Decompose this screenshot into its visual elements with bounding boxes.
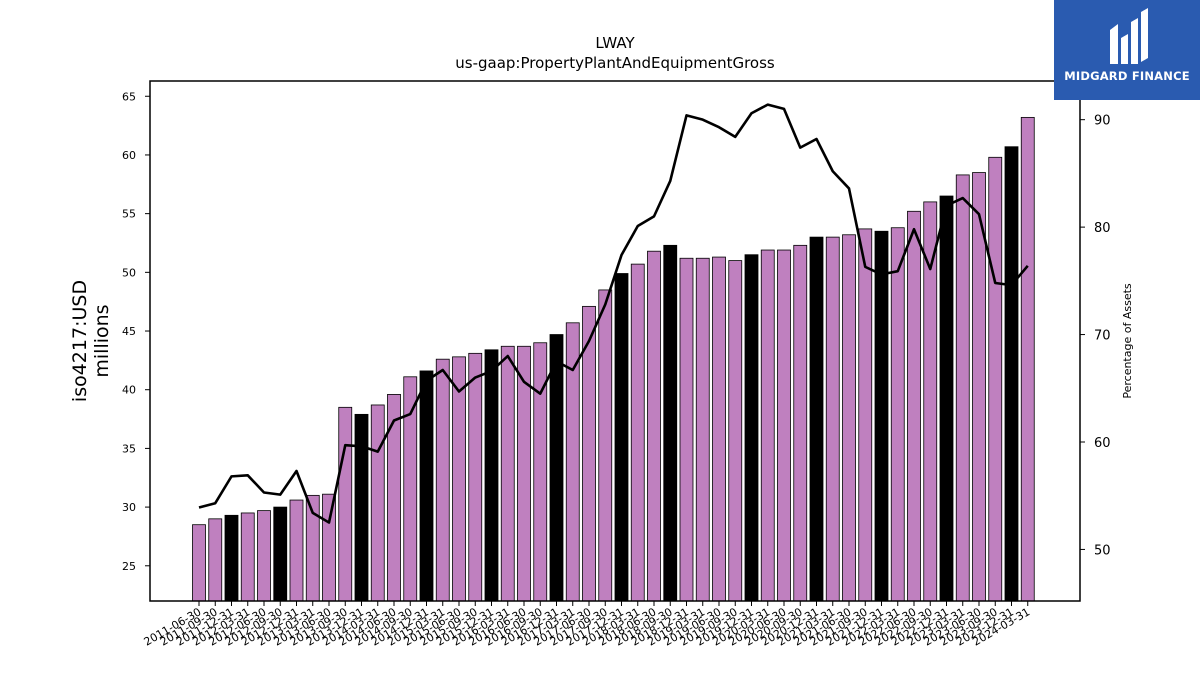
- y-tick-label: 55: [122, 208, 136, 221]
- bar-2013-12-31: [354, 413, 369, 602]
- bar-2018-06-30: [647, 250, 661, 602]
- y-axis-label-line2: millions: [91, 304, 113, 377]
- bar-2019-12-31: [744, 254, 759, 602]
- logo-text: MIDGARD FINANCE: [1064, 69, 1190, 83]
- bar-2015-03-31: [435, 358, 450, 602]
- bars-group: [192, 116, 1035, 602]
- bar-2020-12-31: [809, 236, 824, 602]
- bar-2021-03-31: [825, 236, 840, 602]
- x-axis: 2011-06-302011-09-302011-12-312012-03-31…: [142, 601, 1032, 649]
- bar-2022-09-30: [923, 201, 938, 602]
- bar-2023-09-30: [988, 156, 1003, 602]
- bar-2016-03-31: [500, 345, 515, 602]
- y2-tick-label: 70: [1094, 329, 1111, 344]
- y-tick-label: 25: [122, 560, 136, 573]
- bar-2017-09-30: [598, 289, 613, 602]
- y2-tick-label: 90: [1094, 114, 1111, 129]
- bar-2012-12-31: [289, 499, 304, 602]
- chart-subtitle: us-gaap:PropertyPlantAndEquipmentGross: [455, 54, 775, 72]
- chart-title: LWAY: [595, 34, 635, 52]
- y-axis-label-line1: iso4217:USD: [69, 280, 91, 402]
- logo-mark-icon: [1110, 8, 1148, 64]
- y-tick-label: 50: [122, 266, 136, 279]
- bar-2020-03-31: [760, 249, 775, 602]
- bar-2018-09-30: [663, 244, 678, 602]
- y-tick-label: 40: [122, 384, 136, 397]
- bar-2017-12-31: [614, 273, 629, 602]
- bar-2018-12-31: [679, 257, 694, 602]
- y-tick-label: 30: [122, 501, 136, 514]
- y2-axis-label: Percentage of Assets: [1121, 283, 1134, 399]
- bar-2020-09-30: [793, 244, 808, 602]
- y-tick-label: 45: [122, 325, 136, 338]
- bar-2012-09-30: [273, 506, 288, 602]
- y-axis-right: 50 60 70 80 90: [1080, 114, 1111, 558]
- pct-assets-line: [198, 103, 1029, 524]
- bar-2014-09-30: [403, 376, 418, 602]
- bar-2022-12-31: [939, 195, 954, 602]
- y-tick-label: 35: [122, 442, 136, 455]
- bar-2021-09-30: [858, 228, 873, 602]
- bar-2014-03-31: [370, 404, 385, 602]
- bar-2021-06-30: [842, 234, 856, 602]
- bar-2016-12-31: [549, 334, 564, 602]
- bar-2013-09-30: [338, 406, 353, 602]
- plot-frame: [149, 80, 1081, 602]
- bar-2011-06-30: [192, 524, 206, 602]
- y2-tick-label: 60: [1094, 436, 1111, 451]
- bar-2013-06-30: [322, 493, 336, 602]
- bar-2024-03-31: [1020, 116, 1035, 602]
- bar-2023-03-31: [955, 174, 970, 602]
- bar-2014-12-31: [419, 370, 434, 602]
- bar-2019-06-30: [712, 256, 726, 602]
- bar-2019-09-30: [728, 260, 743, 602]
- bar-2012-06-30: [257, 510, 271, 602]
- bar-2011-12-31: [224, 514, 239, 602]
- bar-2014-06-30: [387, 394, 401, 602]
- y-tick-label: 60: [122, 149, 136, 162]
- bar-2012-03-31: [240, 512, 255, 602]
- bar-2022-03-31: [890, 227, 905, 602]
- bar-2016-09-30: [533, 342, 548, 602]
- y2-tick-label: 50: [1094, 543, 1111, 558]
- bar-2015-09-30: [468, 352, 483, 602]
- y2-tick-label: 80: [1094, 221, 1111, 236]
- bar-2023-12-31: [1004, 146, 1019, 602]
- bar-2011-09-30: [208, 518, 223, 602]
- bar-2018-03-31: [630, 263, 645, 602]
- y-tick-label: 65: [122, 90, 136, 103]
- bar-2015-12-31: [484, 349, 499, 602]
- logo: MIDGARD FINANCE: [1054, 0, 1200, 100]
- bar-2020-06-30: [777, 249, 791, 602]
- bar-2019-03-31: [695, 257, 710, 602]
- bar-2021-12-31: [874, 230, 889, 602]
- y-axis-left: 25 30 35 40 45 50 55 60 65: [122, 90, 150, 573]
- bar-2015-06-30: [452, 356, 466, 602]
- bar-2022-06-30: [907, 210, 921, 602]
- line-group: [198, 103, 1029, 524]
